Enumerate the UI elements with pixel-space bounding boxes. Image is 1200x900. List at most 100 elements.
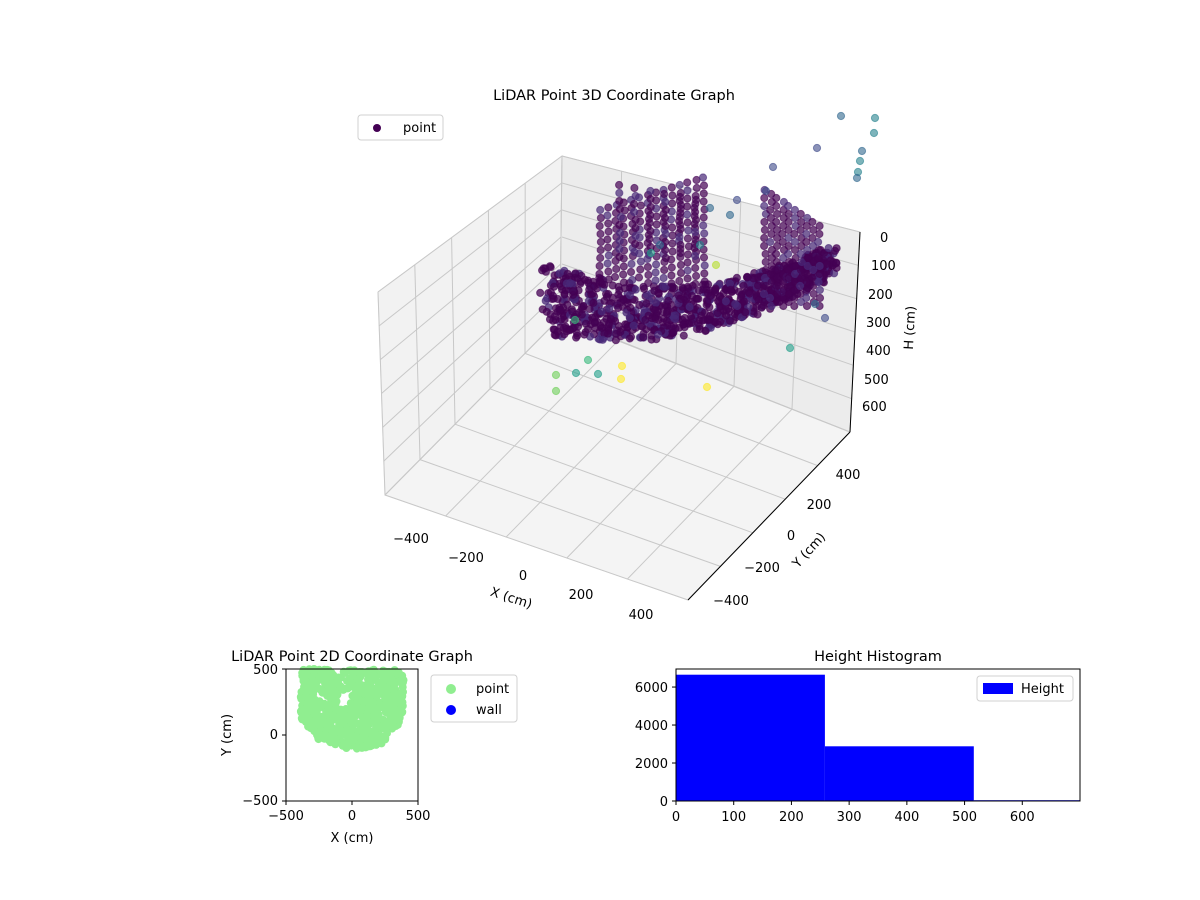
data-point bbox=[675, 276, 684, 286]
histogram: Height Histogram 0 100 200 300 400 500 6… bbox=[635, 649, 1081, 825]
data-point bbox=[583, 355, 593, 365]
data-point bbox=[726, 285, 735, 294]
data-point bbox=[667, 263, 676, 272]
data-point bbox=[342, 744, 351, 752]
data-point bbox=[790, 237, 800, 247]
data-point bbox=[651, 276, 660, 285]
data-point bbox=[350, 682, 359, 691]
legend-marker-height bbox=[983, 683, 1013, 694]
y-tick-label: 0 bbox=[270, 728, 278, 743]
data-point bbox=[767, 285, 776, 295]
data-point bbox=[699, 189, 708, 198]
data-point bbox=[683, 282, 692, 291]
data-point bbox=[675, 192, 685, 202]
data-point bbox=[297, 694, 306, 703]
data-point bbox=[668, 247, 677, 256]
data-point bbox=[725, 210, 735, 220]
data-point bbox=[803, 253, 813, 263]
data-point bbox=[585, 285, 594, 294]
data-point bbox=[556, 305, 565, 314]
histogram-legend: Height bbox=[976, 675, 1074, 702]
grid-line bbox=[627, 408, 793, 580]
data-point bbox=[563, 269, 572, 278]
data-point bbox=[376, 679, 385, 688]
data-point bbox=[661, 197, 670, 207]
data-point bbox=[647, 335, 656, 344]
data-point bbox=[550, 282, 559, 291]
data-point bbox=[659, 273, 668, 283]
x-tick-label: 400 bbox=[629, 608, 654, 623]
grid-line bbox=[384, 317, 561, 496]
data-point bbox=[355, 668, 364, 677]
data-point bbox=[676, 208, 685, 218]
data-point bbox=[626, 303, 635, 312]
data-point bbox=[625, 314, 635, 323]
data-point bbox=[655, 240, 665, 250]
data-point bbox=[814, 237, 823, 247]
data-point bbox=[760, 201, 769, 211]
data-point bbox=[790, 229, 799, 239]
data-point bbox=[700, 261, 709, 270]
data-point bbox=[619, 278, 629, 287]
data-point bbox=[305, 702, 314, 711]
data-point bbox=[630, 207, 639, 217]
data-point bbox=[376, 722, 385, 731]
data-point bbox=[809, 265, 818, 275]
data-point bbox=[318, 715, 327, 724]
data-point bbox=[766, 213, 776, 223]
histogram-title: Height Histogram bbox=[814, 649, 942, 665]
data-point bbox=[691, 227, 700, 237]
data-point bbox=[651, 268, 660, 277]
data-point bbox=[791, 213, 800, 223]
data-point bbox=[595, 261, 604, 271]
data-point bbox=[322, 720, 331, 729]
x-tick-labels: −400 −200 0 200 400 bbox=[393, 532, 653, 623]
data-point bbox=[731, 299, 740, 309]
data-point bbox=[713, 309, 722, 318]
data-point bbox=[797, 273, 806, 283]
data-point bbox=[603, 259, 612, 268]
data-point bbox=[367, 687, 376, 696]
data-point bbox=[725, 316, 735, 325]
data-point bbox=[387, 674, 396, 683]
z-tick-label: 300 bbox=[866, 316, 891, 331]
data-point bbox=[796, 225, 805, 235]
data-point bbox=[808, 233, 817, 243]
data-point bbox=[604, 219, 613, 228]
x-tick-label: 500 bbox=[406, 809, 431, 824]
data-point bbox=[366, 679, 375, 688]
data-point bbox=[716, 317, 725, 326]
data-point bbox=[334, 717, 343, 726]
x-axis-label: X (cm) bbox=[331, 831, 374, 846]
x-tick-label: 0 bbox=[348, 809, 356, 824]
x-tick-label: 400 bbox=[894, 810, 919, 825]
data-point bbox=[759, 289, 769, 299]
data-point bbox=[568, 307, 577, 316]
data-point bbox=[646, 186, 655, 196]
data-point bbox=[615, 244, 624, 254]
data-point bbox=[302, 688, 310, 697]
data-point bbox=[683, 194, 692, 203]
data-point bbox=[399, 676, 408, 685]
data-point bbox=[675, 232, 684, 242]
data-point bbox=[541, 296, 550, 305]
data-point bbox=[815, 285, 825, 295]
data-point bbox=[802, 277, 812, 287]
y-axis-line bbox=[687, 431, 851, 601]
y-tick-label: 2000 bbox=[635, 757, 668, 772]
data-point bbox=[702, 382, 712, 392]
data-point bbox=[809, 225, 818, 235]
z-tick-label: 0 bbox=[880, 231, 888, 246]
data-point bbox=[760, 297, 769, 307]
data-point bbox=[699, 221, 708, 230]
data-point bbox=[306, 679, 315, 688]
data-point bbox=[595, 221, 604, 231]
data-point bbox=[796, 209, 805, 219]
data-point bbox=[721, 297, 731, 306]
data-point bbox=[662, 307, 672, 317]
data-point bbox=[773, 265, 782, 275]
data-point bbox=[639, 333, 648, 342]
x-tick-label: 0 bbox=[672, 810, 680, 825]
data-point bbox=[714, 297, 723, 306]
data-point bbox=[784, 217, 793, 227]
